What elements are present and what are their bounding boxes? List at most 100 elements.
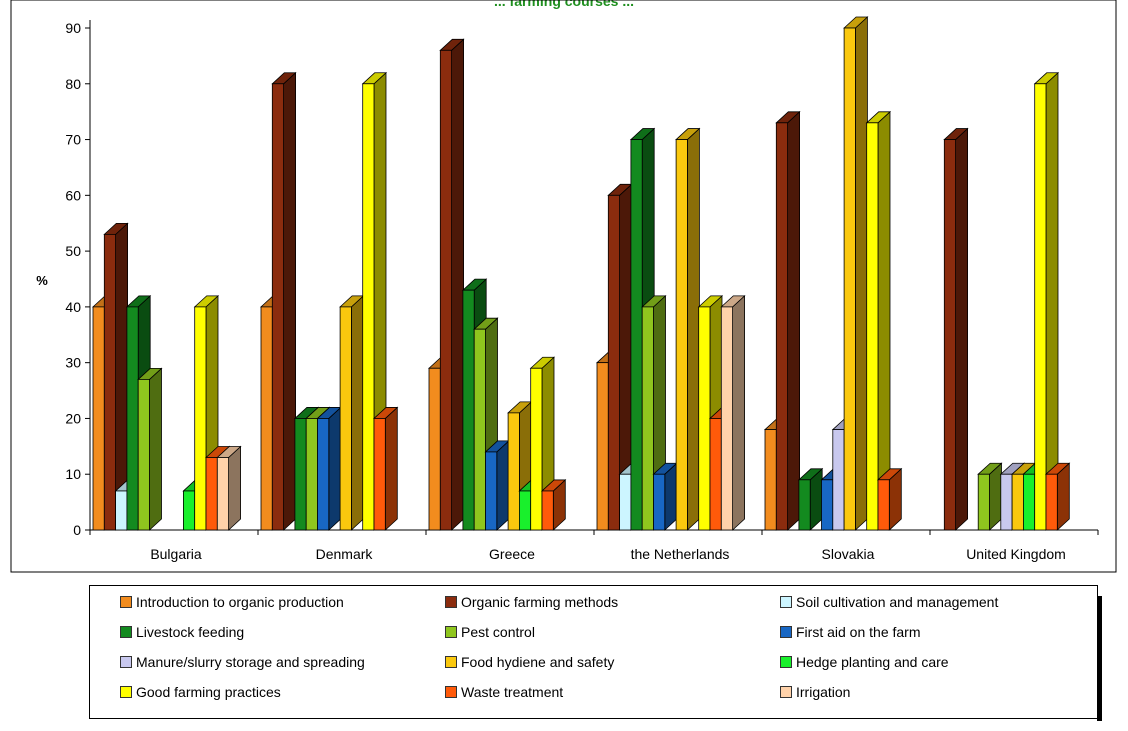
x-tick-label: Bulgaria (150, 546, 202, 562)
bar-front (630, 139, 643, 531)
bar-front (362, 83, 375, 531)
bar-front (485, 451, 498, 531)
legend-label: Introduction to organic production (136, 594, 344, 610)
legend-item: Hedge planting and care (780, 652, 949, 672)
bar-side (687, 127, 700, 531)
legend-label: Soil cultivation and management (796, 594, 999, 610)
bar-side (855, 16, 868, 531)
legend-item: Introduction to organic production (120, 592, 344, 612)
x-tick-label: Denmark (316, 546, 374, 562)
legend-item: Food hydiene and safety (445, 652, 614, 672)
bar-front (439, 49, 452, 531)
x-tick-label: the Netherlands (631, 546, 730, 562)
y-tick-label: 90 (65, 20, 81, 36)
legend-item: Pest control (445, 622, 535, 642)
bar-front (92, 306, 105, 531)
bar (372, 406, 399, 531)
bar (316, 406, 342, 531)
bar (1044, 462, 1071, 531)
bar-front (821, 479, 834, 531)
bar (540, 479, 567, 531)
bar-front (428, 367, 441, 531)
bar-front (126, 306, 139, 531)
y-tick-label: 20 (65, 410, 81, 426)
y-tick-label: 70 (65, 132, 81, 148)
bar (607, 183, 633, 531)
legend-swatch (120, 626, 132, 638)
legend-label: Food hydiene and safety (461, 654, 615, 670)
bar-front (339, 306, 352, 531)
bar-front (764, 429, 777, 531)
bars (91, 16, 1071, 531)
bar-side (1045, 71, 1059, 531)
bar-front (530, 367, 543, 531)
legend-shadow (1097, 596, 1102, 721)
bar-front (653, 473, 666, 531)
bar-front (720, 306, 733, 531)
bar-front (1023, 473, 1036, 531)
legend-item: Livestock feeding (120, 622, 244, 642)
bar-front (832, 429, 845, 531)
legend-label: Manure/slurry storage and spreading (136, 654, 365, 670)
y-tick-label: 80 (65, 76, 81, 92)
bar-side (384, 406, 398, 531)
legend-label: Waste treatment (461, 684, 564, 700)
bar (652, 462, 678, 531)
y-tick-label: 30 (65, 355, 81, 371)
bar-front (798, 479, 811, 531)
bar-front (271, 83, 284, 531)
bar (103, 222, 129, 531)
bar-front (877, 479, 890, 531)
bar (797, 467, 824, 531)
x-tick-label: Greece (489, 546, 535, 562)
legend-label: Pest control (461, 624, 535, 640)
bar (1033, 71, 1060, 531)
bar (675, 127, 701, 531)
bar-front (607, 194, 620, 531)
bar-side (228, 445, 242, 531)
bar-front (462, 289, 475, 531)
legend-item: Waste treatment (445, 682, 563, 702)
legend-swatch (120, 686, 132, 698)
bar-front (1011, 473, 1024, 531)
y-tick-label: 10 (65, 466, 81, 482)
bar-front (709, 418, 722, 531)
bar-front (182, 490, 196, 531)
bar-front (541, 490, 554, 531)
legend-swatch (445, 686, 457, 698)
bar-front (205, 457, 218, 531)
bar-side (451, 38, 465, 531)
bar-front (260, 306, 273, 531)
bar-side (989, 462, 1002, 531)
bar-front (473, 328, 486, 531)
bar-side (955, 127, 968, 531)
bar-front (596, 362, 609, 531)
axes: 0 10 20 30 40 50 60 70 80 90 Bulgaria Denmark Greece… (65, 20, 1099, 562)
bar-front (103, 233, 117, 531)
bar-side (283, 71, 297, 531)
bar-side (496, 440, 510, 531)
bar-side (149, 367, 162, 531)
bar (876, 467, 903, 531)
legend-label: Irrigation (796, 684, 851, 700)
bar-front (507, 412, 520, 531)
bar-front (137, 378, 150, 531)
legend-item: First aid on the farm (780, 622, 921, 642)
legend-label: First aid on the farm (796, 624, 921, 640)
bar-front (216, 457, 230, 531)
bar-front (775, 122, 788, 531)
legend-swatch (120, 596, 132, 608)
y-tick-label: 40 (65, 299, 81, 315)
legend-item: Soil cultivation and management (780, 592, 998, 612)
bar-side (664, 462, 678, 531)
bar-side (350, 294, 364, 531)
legend: Introduction to organic production Organi… (89, 585, 1098, 719)
legend-label: Livestock feeding (136, 624, 245, 640)
bar-front (317, 418, 330, 531)
bar-front (675, 139, 688, 531)
legend-label: Organic farming methods (461, 594, 619, 610)
bar (843, 16, 869, 531)
chart-title: ... farming courses ... (493, 0, 635, 9)
bar-front (305, 418, 318, 531)
legend-swatch (780, 686, 792, 698)
